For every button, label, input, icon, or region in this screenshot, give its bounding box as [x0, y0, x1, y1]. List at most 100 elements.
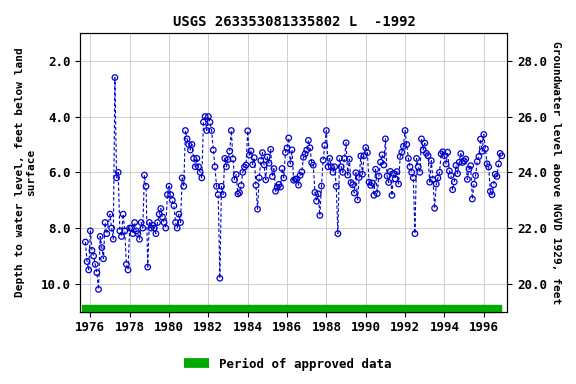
Point	[100, 219, 109, 225]
Point	[371, 166, 380, 172]
Point	[373, 190, 382, 197]
Point	[297, 169, 306, 175]
Point	[481, 146, 490, 152]
Point	[330, 164, 339, 170]
Point	[125, 225, 134, 231]
Point	[437, 151, 446, 157]
Point	[420, 140, 429, 146]
Point	[171, 219, 180, 225]
Point	[358, 171, 367, 177]
Point	[423, 153, 433, 159]
Point	[227, 127, 236, 134]
Point	[376, 159, 385, 165]
Point	[260, 162, 269, 168]
Point	[200, 114, 210, 120]
Point	[145, 219, 154, 225]
Point	[397, 149, 407, 155]
Point	[366, 182, 376, 189]
Point	[179, 183, 188, 189]
Point	[468, 196, 477, 202]
Point	[176, 219, 185, 225]
Point	[150, 225, 159, 231]
Point	[166, 192, 175, 198]
Point	[154, 211, 164, 217]
Point	[394, 181, 403, 187]
Title: USGS 263353081335802 L  -1992: USGS 263353081335802 L -1992	[172, 15, 415, 29]
Point	[317, 183, 326, 189]
Point	[342, 140, 351, 146]
Point	[435, 169, 444, 175]
Point	[282, 145, 291, 151]
Point	[479, 131, 488, 137]
Point	[460, 158, 469, 164]
Point	[494, 161, 503, 167]
Point	[325, 155, 334, 161]
Point	[217, 183, 226, 189]
Point	[483, 161, 492, 167]
Point	[312, 198, 321, 204]
Point	[294, 182, 303, 188]
Point	[130, 219, 139, 225]
Point	[261, 177, 270, 183]
Point	[156, 205, 165, 212]
Point	[384, 179, 393, 185]
Point	[334, 230, 343, 237]
Point	[328, 169, 338, 175]
Point	[128, 230, 138, 237]
Point	[301, 151, 310, 157]
Point	[81, 239, 90, 245]
Point	[302, 147, 312, 153]
Point	[181, 127, 190, 134]
Point	[96, 233, 105, 240]
Point	[379, 162, 388, 168]
Point	[253, 206, 262, 212]
Point	[194, 164, 203, 170]
Point	[332, 183, 341, 189]
Point	[310, 189, 320, 195]
Point	[409, 175, 418, 181]
Point	[461, 156, 471, 162]
Point	[361, 144, 370, 151]
Point	[422, 150, 431, 156]
Point	[237, 182, 246, 189]
Point	[168, 197, 177, 203]
Point	[191, 164, 200, 170]
Point	[258, 149, 267, 156]
Point	[86, 228, 95, 234]
Point	[291, 176, 300, 182]
Point	[197, 175, 206, 181]
Point	[476, 136, 485, 142]
Point	[202, 127, 211, 134]
Point	[441, 161, 450, 167]
Point	[345, 156, 354, 162]
Point	[109, 236, 118, 242]
Point	[469, 181, 479, 187]
Point	[132, 228, 141, 234]
Point	[407, 169, 416, 175]
Point	[464, 166, 473, 172]
Point	[388, 192, 397, 199]
Point	[489, 182, 498, 188]
Point	[146, 225, 156, 231]
Point	[102, 230, 111, 237]
Point	[406, 164, 415, 170]
Point	[491, 171, 500, 177]
Point	[286, 161, 295, 167]
Point	[142, 183, 151, 189]
Point	[245, 152, 254, 158]
Point	[99, 256, 108, 262]
Point	[309, 162, 318, 168]
Point	[367, 180, 377, 186]
Point	[270, 166, 279, 172]
Point	[276, 184, 285, 190]
Point	[148, 222, 157, 228]
Point	[274, 181, 283, 187]
Point	[113, 169, 123, 175]
Point	[256, 157, 266, 164]
Point	[305, 145, 314, 151]
Point	[209, 147, 218, 153]
Point	[289, 177, 298, 183]
Point	[264, 160, 274, 166]
Point	[396, 154, 405, 160]
Y-axis label: Groundwater level above NGVD 1929, feet: Groundwater level above NGVD 1929, feet	[551, 41, 561, 304]
